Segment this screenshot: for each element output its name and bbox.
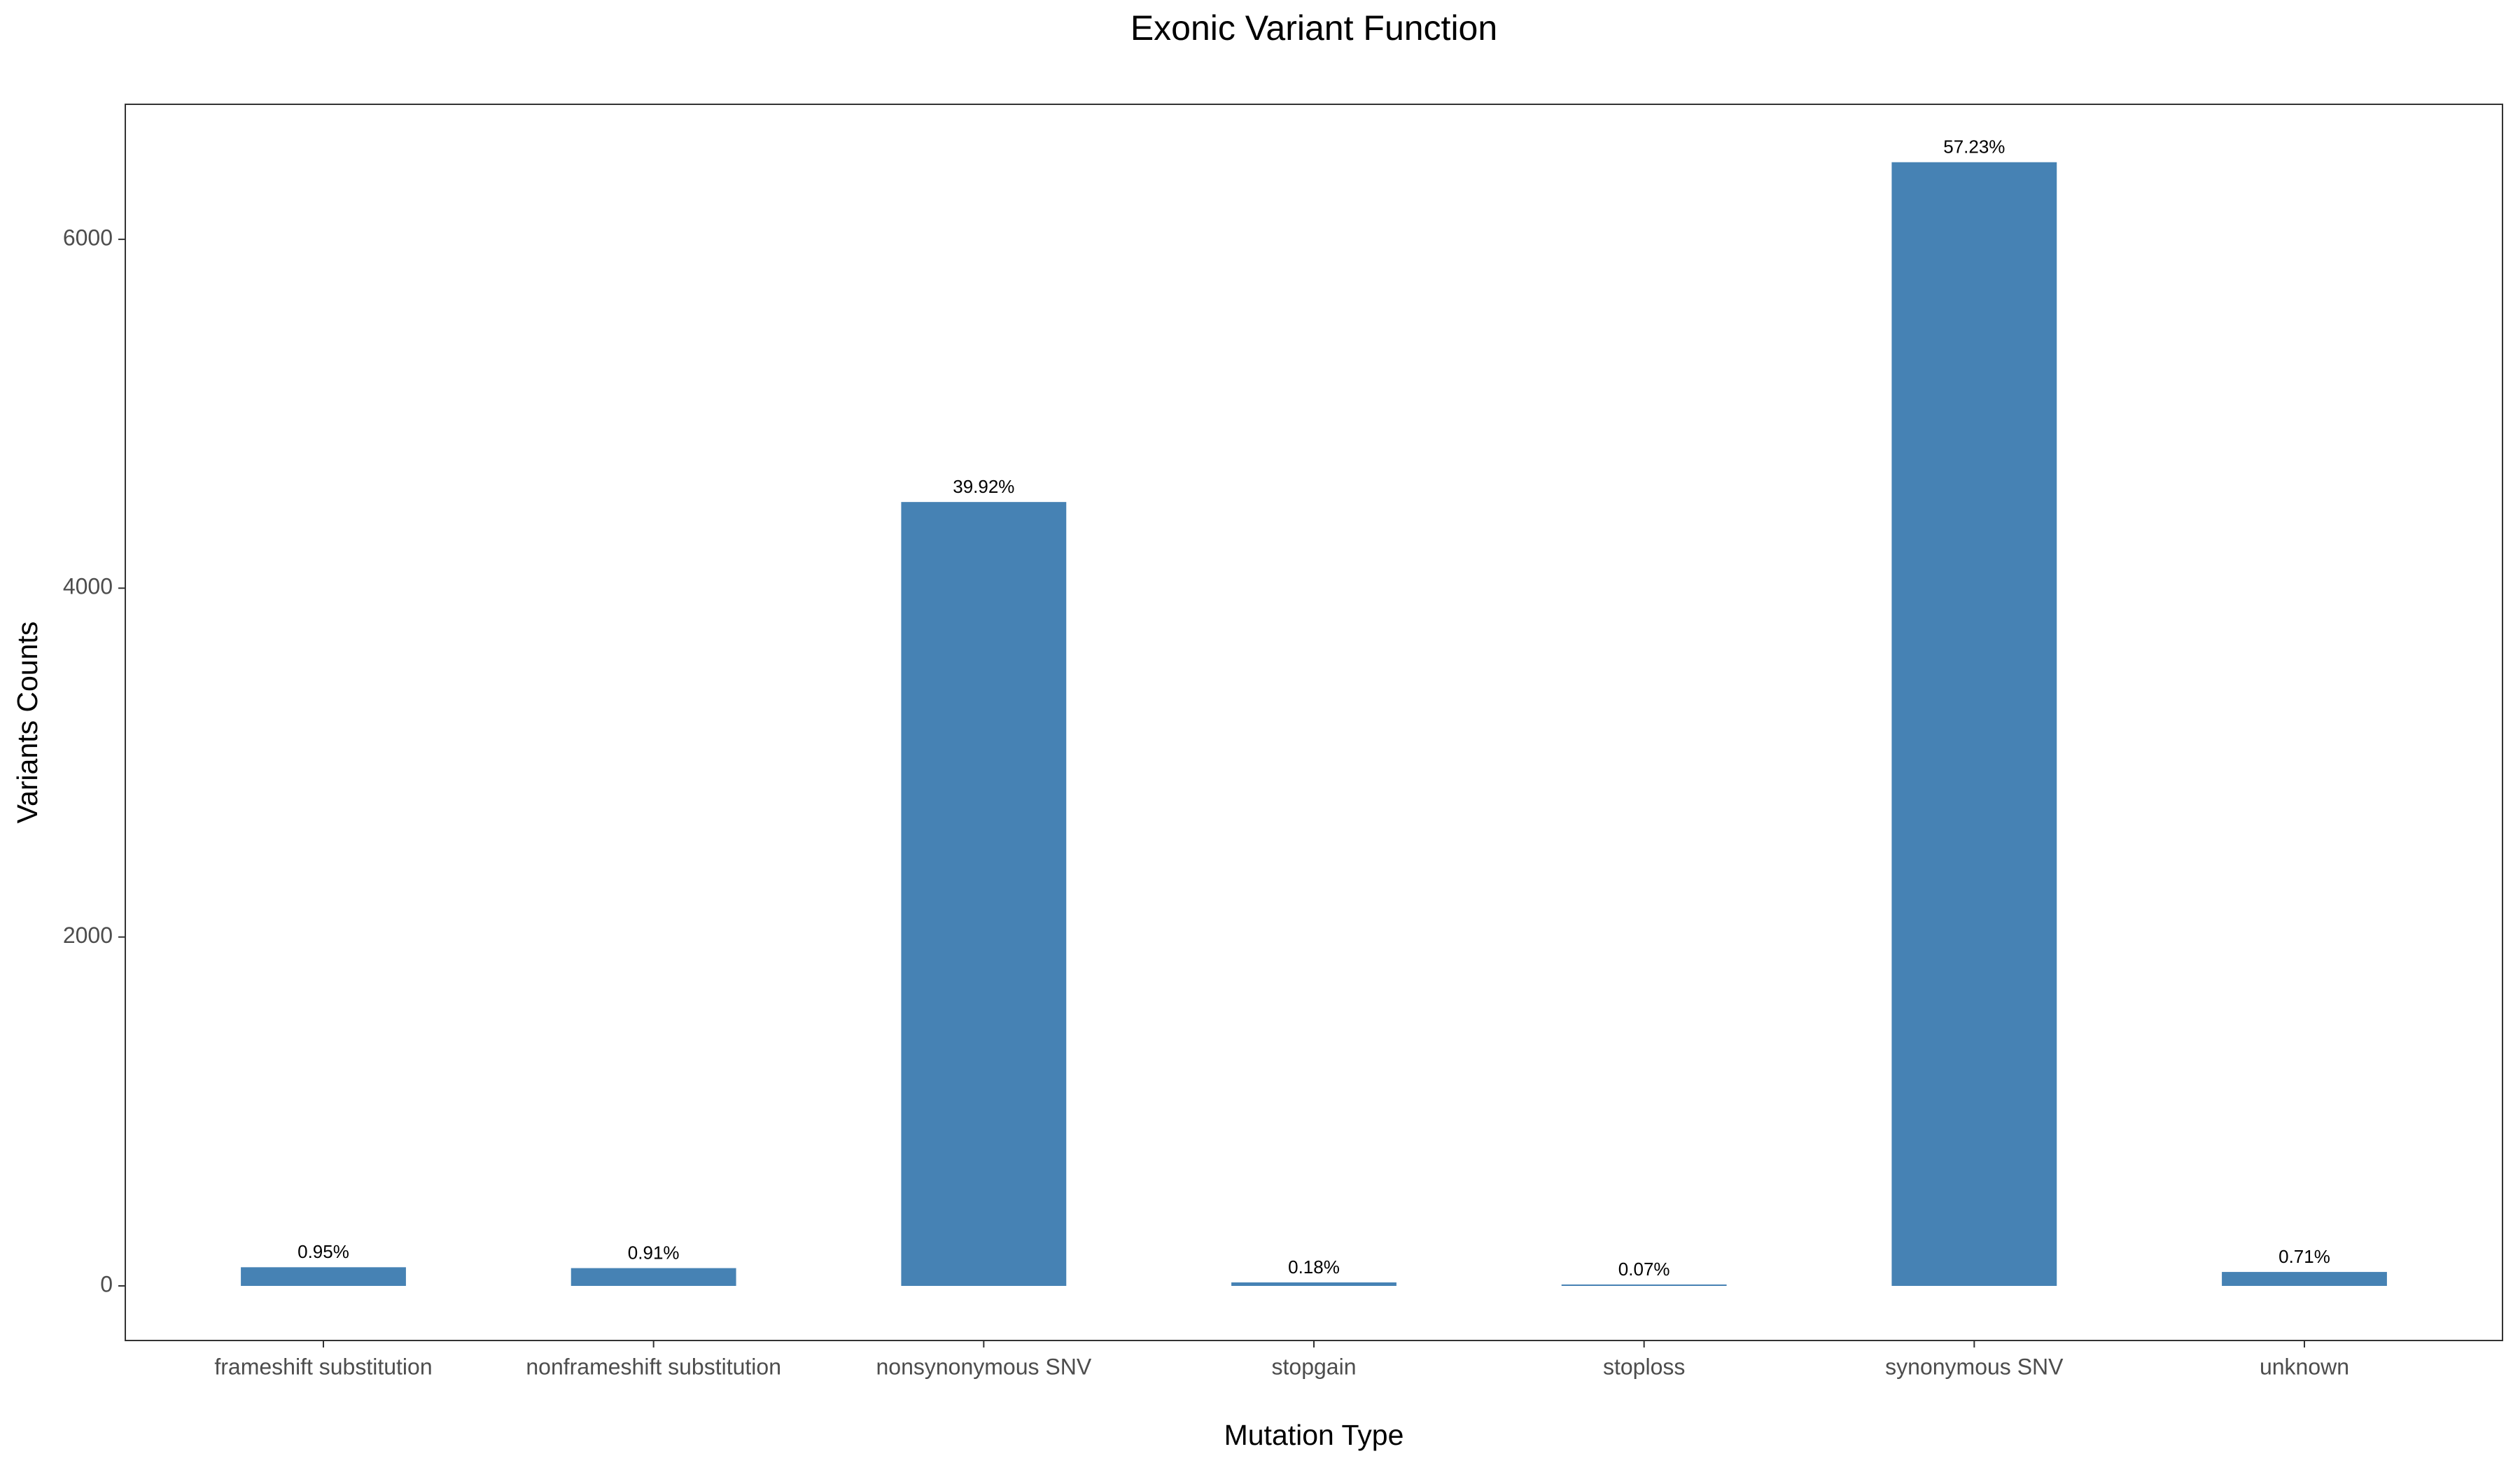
bar — [901, 502, 1067, 1287]
y-tick-label: 2000 — [63, 923, 113, 948]
bar-label: 0.71% — [2278, 1246, 2330, 1267]
bar-label: 0.18% — [1288, 1256, 1340, 1278]
plot-border — [125, 104, 2503, 1341]
bar — [1891, 162, 2057, 1287]
x-tick-label: synonymous SNV — [1885, 1354, 2064, 1379]
x-tick-label: stopgain — [1272, 1354, 1357, 1379]
bar — [570, 1268, 736, 1287]
y-tick-label: 6000 — [63, 225, 113, 250]
bar — [241, 1267, 406, 1287]
x-tick-label: stoploss — [1603, 1354, 1685, 1379]
chart-title: Exonic Variant Function — [1130, 8, 1497, 48]
x-tick-label: nonframeshift substitution — [526, 1354, 781, 1379]
bar-label: 57.23% — [1943, 136, 2005, 158]
x-tick-label: unknown — [2260, 1354, 2349, 1379]
y-axis-title: Variants Counts — [11, 622, 43, 824]
x-tick-label: frameshift substitution — [214, 1354, 432, 1379]
bar-label: 0.07% — [1618, 1259, 1670, 1280]
bar — [1561, 1284, 1727, 1287]
bar — [2222, 1272, 2387, 1287]
bar — [1231, 1282, 1396, 1287]
x-tick-label: nonsynonymous SNV — [876, 1354, 1091, 1379]
x-axis-title: Mutation Type — [1224, 1419, 1404, 1451]
y-tick-label: 0 — [100, 1271, 113, 1296]
bar-label: 0.95% — [298, 1241, 349, 1262]
bar-label: 0.91% — [628, 1242, 680, 1263]
y-tick-label: 4000 — [63, 574, 113, 599]
bar-label: 39.92% — [953, 476, 1014, 497]
